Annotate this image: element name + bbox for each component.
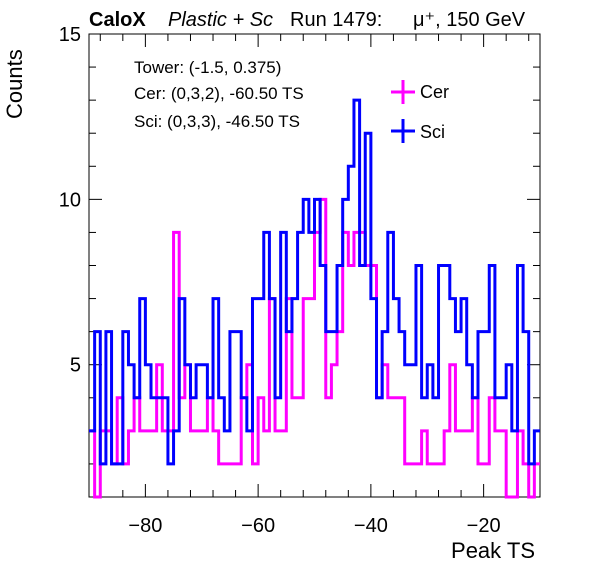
title-run: Run 1479: [290, 9, 382, 31]
info-sci: Sci: (0,3,3), -46.50 TS [134, 112, 300, 131]
x-axis-label: Peak TS [451, 538, 535, 563]
legend: Cer Sci [391, 80, 449, 143]
y-tick-label: 15 [59, 24, 81, 46]
tick-labels: −80 −60 −40 −20 5 10 15 [59, 24, 501, 537]
x-tick-label: −40 [354, 515, 388, 537]
legend-marker-sci [391, 119, 415, 143]
y-axis-label: Counts [2, 49, 27, 119]
y-tick-label: 5 [70, 355, 81, 377]
histogram-series [89, 98, 540, 499]
title-particle: μ⁺, 150 GeV [413, 9, 526, 31]
x-tick-label: −80 [128, 515, 162, 537]
legend-marker-cer [391, 80, 415, 104]
info-cer: Cer: (0,3,2), -60.50 TS [134, 84, 304, 103]
info-tower: Tower: (-1.5, 0.375) [134, 58, 281, 77]
series-line-cer [89, 197, 540, 499]
axis-ticks [88, 33, 540, 498]
legend-label-sci: Sci [420, 122, 445, 142]
series-line-sci [89, 98, 540, 466]
x-tick-label: −60 [241, 515, 275, 537]
title-brand: CaloX [89, 9, 146, 31]
title-material: Plastic + Sc [168, 9, 273, 31]
x-tick-label: −20 [467, 515, 501, 537]
y-tick-label: 10 [59, 189, 81, 211]
chart-title: CaloX Plastic + Sc Run 1479: μ⁺, 150 GeV [89, 9, 526, 31]
legend-label-cer: Cer [420, 82, 449, 102]
